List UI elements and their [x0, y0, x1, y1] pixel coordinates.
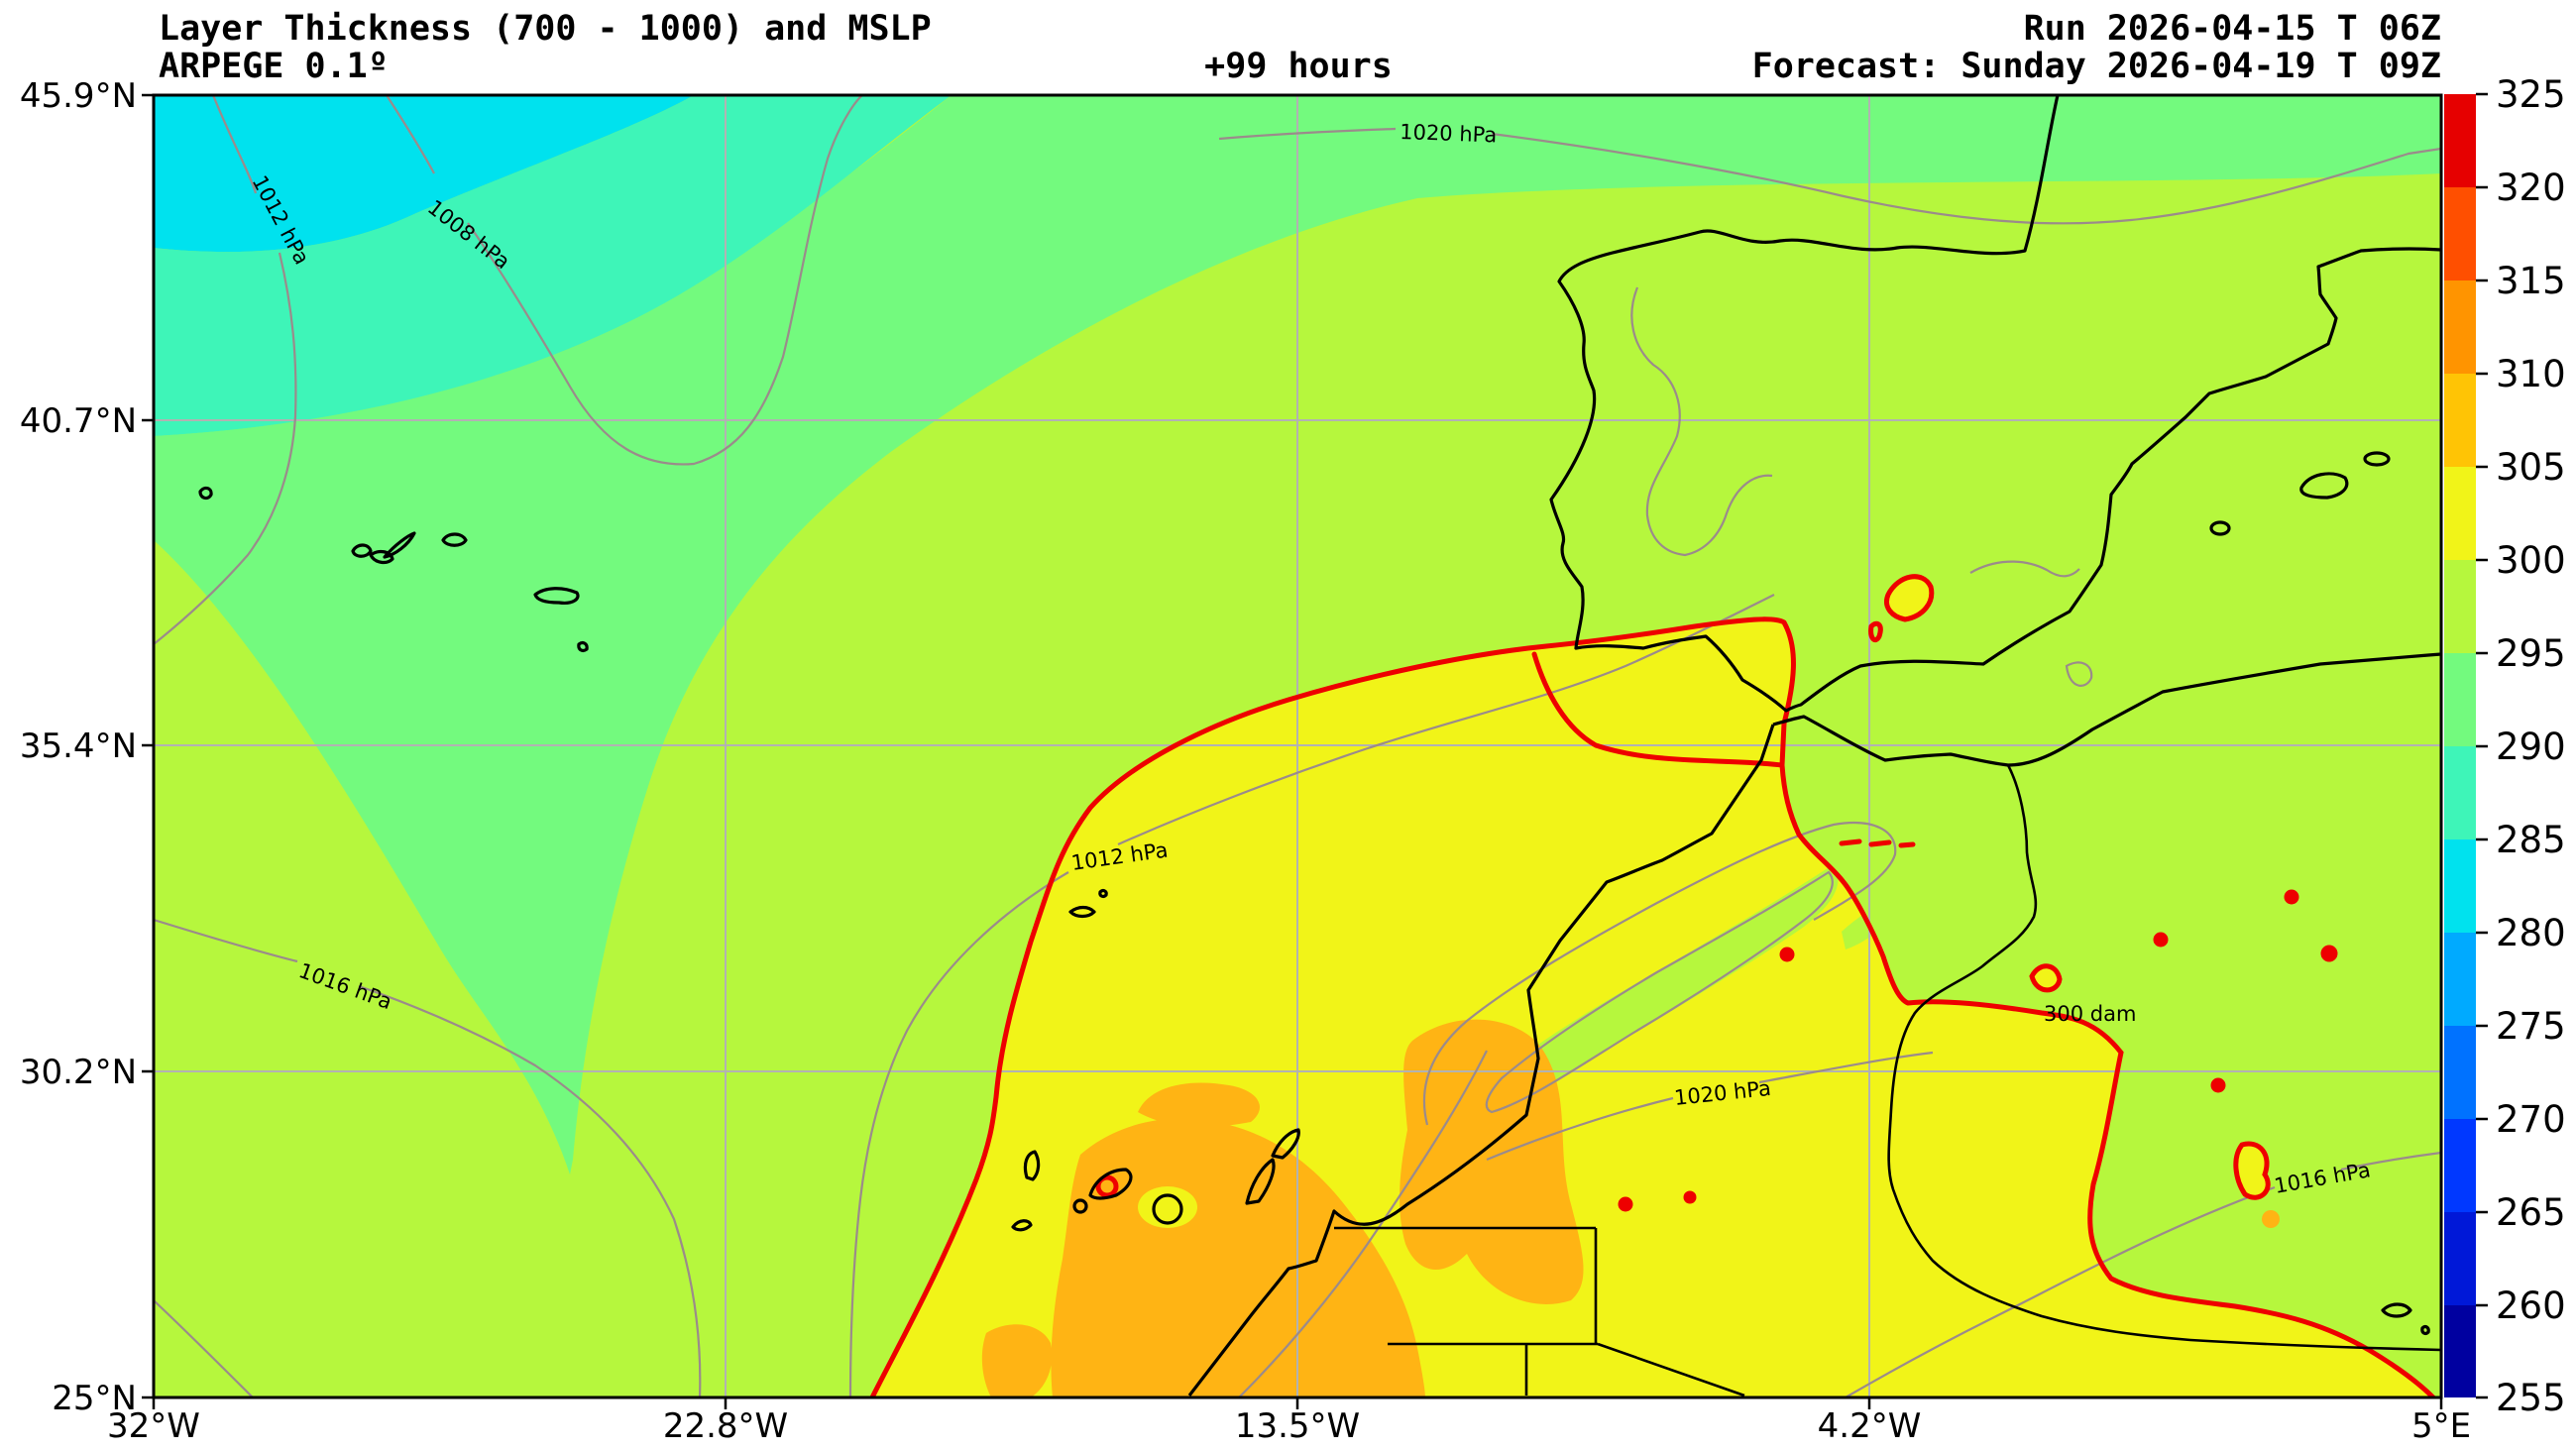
- x-tick-label: 5°E: [2411, 1406, 2471, 1446]
- x-tick-label: 4.2°W: [1818, 1406, 1922, 1446]
- thickness-contour-300dam-group: [869, 574, 2436, 1397]
- colorbar-tick-label: 325: [2496, 73, 2566, 116]
- islands-azores: [198, 486, 589, 652]
- colorbar-segment: [2444, 653, 2476, 746]
- border-western-sahara: [1334, 1226, 1745, 1397]
- colorbar-tick-label: 295: [2496, 632, 2566, 675]
- forecast-hour-label: +99 hours: [1204, 47, 1393, 86]
- border-morocco-algeria: [1887, 764, 2441, 1352]
- colorbar-segment: [2444, 1212, 2476, 1305]
- colorbar-tick-label: 265: [2496, 1191, 2566, 1234]
- red-dot: [2284, 889, 2299, 905]
- island-gran-canaria: [1152, 1193, 1183, 1225]
- colorbar-tick-label: 310: [2496, 353, 2566, 395]
- colorbar-segment: [2444, 280, 2476, 374]
- isobar-iberia-squiggles: [1630, 286, 2093, 687]
- islands-canary: [1011, 1128, 1300, 1232]
- forecast-datetime-label: Forecast: Sunday 2026-04-19 T 09Z: [1752, 47, 2441, 86]
- y-tick-label: 45.9°N: [20, 76, 137, 116]
- thickness-contour-300dam-sierra-nevada: [1884, 574, 1935, 622]
- island-ibiza: [2209, 520, 2231, 536]
- colorbar-segment: [2444, 933, 2476, 1026]
- x-tick-label: 32°W: [107, 1406, 200, 1446]
- colorbar-tick-label: 275: [2496, 1005, 2566, 1048]
- isobar-lines: [154, 95, 2441, 1397]
- chart-title: Layer Thickness (700 - 1000) and MSLP: [159, 9, 932, 49]
- colorbar-segment: [2444, 1305, 2476, 1397]
- colorbar-segment: [2444, 1119, 2476, 1212]
- grid-lines: [154, 95, 2441, 1397]
- axis-tick-marks: [142, 93, 2443, 1409]
- colorbar-tick-label: 255: [2496, 1377, 2566, 1419]
- coastline-africa: [1187, 652, 2441, 1396]
- isobar-1016-west: [154, 918, 702, 1397]
- x-tick-label: 22.8°W: [663, 1406, 788, 1446]
- isobar-1016-southeast: [1845, 1151, 2441, 1397]
- red-dot: [1618, 1196, 1633, 1212]
- thickness-contour-tenerife-ring: [1095, 1174, 1119, 1198]
- thickness-300dam-label: 300 dam: [2044, 1002, 2136, 1026]
- y-tick-label: 30.2°N: [20, 1053, 137, 1092]
- thickness-contour-300dam-main: [869, 616, 2436, 1397]
- y-tick-label: 35.4°N: [20, 726, 137, 766]
- islands-madeira: [1068, 888, 1108, 919]
- colorbar-segment: [2444, 839, 2476, 933]
- colorbar-tick-label: 260: [2496, 1284, 2566, 1327]
- isobar-1020-atlas-outer: [1422, 822, 1897, 1126]
- thickness-contour-300dam-alboran-dashes: [1839, 838, 1916, 848]
- colorbar-tick-label: 305: [2496, 446, 2566, 489]
- geography-group: [198, 95, 2441, 1397]
- red-dot: [1683, 1190, 1697, 1204]
- run-datetime-label: Run 2026-04-15 T 06Z: [2024, 9, 2441, 49]
- thickness-band-285-290: [154, 95, 952, 436]
- isobar-1020-atlas-inner: [1485, 870, 1834, 1114]
- y-tick-label: 40.7°N: [20, 401, 137, 441]
- colorbar-segment: [2444, 187, 2476, 280]
- colorbar-tick-marks: [2476, 92, 2488, 1399]
- thickness-band-280-285: [154, 95, 694, 253]
- coastline-iberia-france: [1549, 95, 2441, 713]
- colorbar-tick-label: 320: [2496, 167, 2566, 209]
- y-tick-label: 25°N: [52, 1379, 137, 1418]
- colorbar-tick-label: 300: [2496, 539, 2566, 582]
- isobar-1020-top: [1218, 127, 2441, 225]
- red-dot: [2153, 932, 2169, 948]
- map-plot-area: 1012 hPa 1008 hPa 1020 hPa 1012 hPa 1016…: [154, 95, 2441, 1397]
- isobar-1020-atlas-label-line: [1486, 1051, 1934, 1162]
- red-dot: [1779, 947, 1795, 962]
- colorbar-tick-label: 270: [2496, 1098, 2566, 1141]
- orange-spot: [2262, 1210, 2280, 1228]
- colorbar-segment: [2444, 560, 2476, 653]
- isobar-label: 1020 hPa: [1400, 120, 1498, 147]
- thickness-contour-300dam-cadiz: [1531, 651, 1785, 768]
- colorbar-tick-label: 285: [2496, 819, 2566, 861]
- colorbar-segment: [2444, 467, 2476, 560]
- island-menorca: [2363, 451, 2391, 467]
- isobar-1008-nw: [386, 95, 863, 466]
- x-tick-label: 13.5°W: [1235, 1406, 1360, 1446]
- model-name-label: ARPEGE 0.1º: [159, 47, 389, 86]
- island-la-gomera: [1072, 1198, 1088, 1214]
- thickness-contour-300dam-sliver: [1868, 620, 1883, 643]
- colorbar-segment: [2444, 94, 2476, 187]
- isobar-1012-nw: [154, 95, 297, 645]
- islands-balearic: [2299, 472, 2349, 500]
- colorbar-segment: [2444, 374, 2476, 467]
- colorbar-tick-label: 280: [2496, 912, 2566, 954]
- colorbar-tick-label: 290: [2496, 726, 2566, 768]
- thickness-band-305-310: [981, 1019, 1584, 1397]
- colorbar-tick-label: 315: [2496, 260, 2566, 302]
- red-dot: [2320, 945, 2338, 962]
- yellow-pocket-gran-canaria: [1138, 1186, 1197, 1228]
- colorbar-segment: [2444, 1026, 2476, 1119]
- thickness-contour-300dam-algeria-blob: [2029, 963, 2271, 1200]
- small-features-southeast: [2381, 1302, 2430, 1335]
- colorbar: 325 320 315 310 305 300 295 290 285 280 …: [2444, 73, 2566, 1419]
- red-dot: [2210, 1077, 2226, 1093]
- colorbar-segment: [2444, 746, 2476, 839]
